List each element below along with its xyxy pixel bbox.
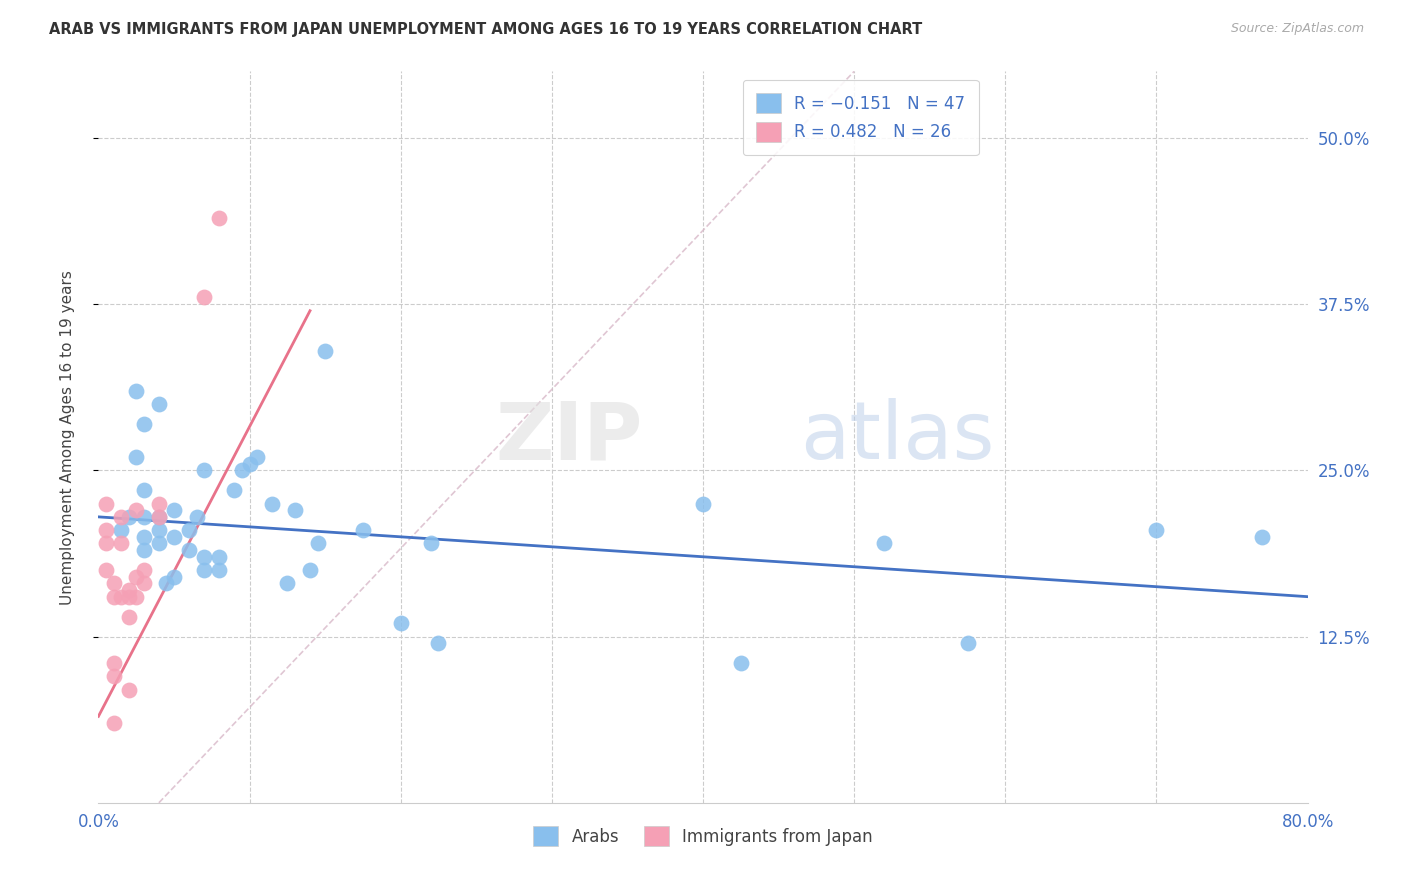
- Point: [110, 509, 132, 524]
- Point: [193, 549, 215, 564]
- Point: [148, 397, 170, 411]
- Point: [94, 563, 117, 577]
- Y-axis label: Unemployment Among Ages 16 to 19 years: Unemployment Among Ages 16 to 19 years: [60, 269, 75, 605]
- Point: [692, 497, 714, 511]
- Point: [118, 509, 141, 524]
- Point: [163, 530, 186, 544]
- Point: [420, 536, 443, 550]
- Point: [110, 536, 132, 550]
- Point: [1251, 530, 1274, 544]
- Point: [148, 523, 170, 537]
- Point: [148, 497, 170, 511]
- Point: [208, 563, 231, 577]
- Point: [389, 616, 412, 631]
- Point: [246, 450, 269, 464]
- Point: [179, 543, 201, 558]
- Point: [110, 523, 132, 537]
- Point: [299, 563, 322, 577]
- Point: [103, 669, 125, 683]
- Point: [208, 549, 231, 564]
- Point: [132, 530, 155, 544]
- Point: [231, 463, 253, 477]
- Point: [94, 497, 117, 511]
- Point: [148, 509, 170, 524]
- Point: [94, 523, 117, 537]
- Point: [193, 563, 215, 577]
- Point: [163, 570, 186, 584]
- Point: [118, 682, 141, 697]
- Point: [427, 636, 450, 650]
- Point: [179, 523, 201, 537]
- Point: [193, 290, 215, 304]
- Point: [314, 343, 336, 358]
- Legend: Arabs, Immigrants from Japan: Arabs, Immigrants from Japan: [526, 820, 880, 853]
- Point: [125, 570, 148, 584]
- Point: [132, 576, 155, 591]
- Point: [132, 563, 155, 577]
- Point: [148, 536, 170, 550]
- Point: [284, 503, 307, 517]
- Point: [239, 457, 262, 471]
- Point: [103, 576, 125, 591]
- Point: [155, 576, 177, 591]
- Point: [352, 523, 374, 537]
- Point: [125, 450, 148, 464]
- Point: [125, 590, 148, 604]
- Point: [132, 543, 155, 558]
- Point: [224, 483, 246, 498]
- Point: [103, 716, 125, 731]
- Text: Source: ZipAtlas.com: Source: ZipAtlas.com: [1230, 22, 1364, 36]
- Text: atlas: atlas: [800, 398, 994, 476]
- Point: [148, 509, 170, 524]
- Point: [132, 417, 155, 431]
- Point: [730, 656, 752, 670]
- Point: [193, 463, 215, 477]
- Point: [1144, 523, 1167, 537]
- Point: [94, 536, 117, 550]
- Point: [125, 384, 148, 398]
- Text: ZIP: ZIP: [495, 398, 643, 476]
- Point: [873, 536, 896, 550]
- Point: [110, 590, 132, 604]
- Point: [262, 497, 284, 511]
- Text: ARAB VS IMMIGRANTS FROM JAPAN UNEMPLOYMENT AMONG AGES 16 TO 19 YEARS CORRELATION: ARAB VS IMMIGRANTS FROM JAPAN UNEMPLOYME…: [49, 22, 922, 37]
- Point: [132, 509, 155, 524]
- Point: [118, 582, 141, 597]
- Point: [103, 590, 125, 604]
- Point: [956, 636, 979, 650]
- Point: [118, 590, 141, 604]
- Point: [307, 536, 329, 550]
- Point: [132, 483, 155, 498]
- Point: [118, 609, 141, 624]
- Point: [276, 576, 298, 591]
- Point: [208, 211, 231, 225]
- Point: [103, 656, 125, 670]
- Point: [186, 509, 208, 524]
- Point: [163, 503, 186, 517]
- Point: [125, 503, 148, 517]
